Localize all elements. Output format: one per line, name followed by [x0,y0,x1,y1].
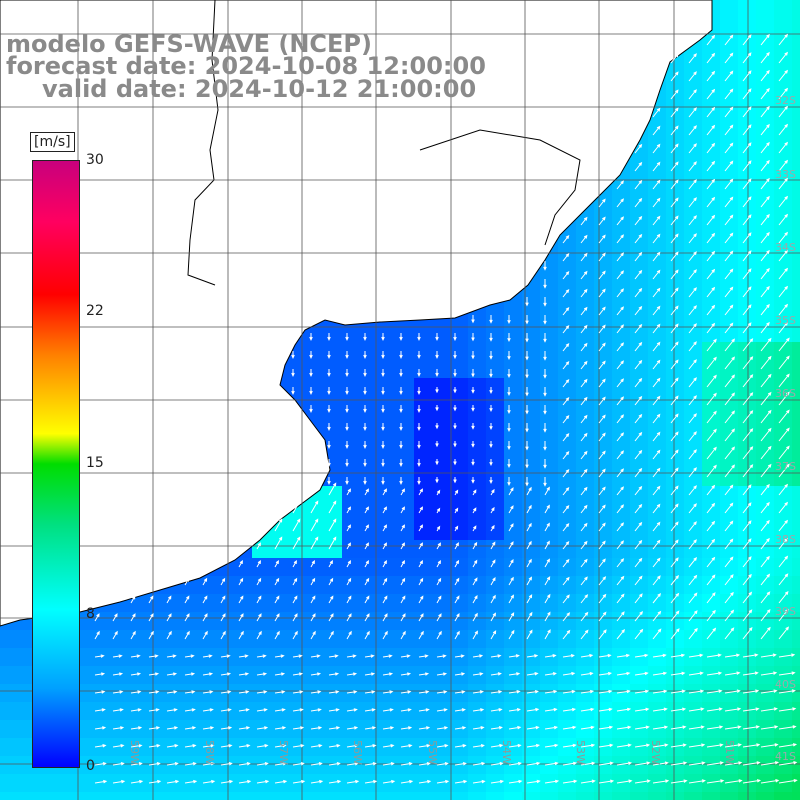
lon-label: 55W [426,740,439,765]
lat-label-40s: 40S [775,678,796,691]
colorbar-gradient [32,160,80,768]
wind-arrows [94,33,798,784]
lat-label-36s: 36S [775,387,796,400]
forecast-date: forecast date: 2024-10-08 12:00:00 [6,52,486,80]
colorbar-tick-0: 0 [86,758,95,774]
colorbar-tick-15: 15 [86,455,104,471]
land-mass [0,0,713,627]
lat-label-35s: 35S [775,314,796,327]
valid-date: valid date: 2024-10-12 21:00:00 [42,75,477,103]
colorbar-tick-30: 30 [86,152,104,168]
lon-label: 54W [500,740,513,765]
lon-label: 52W [649,740,662,765]
lat-label-34s: 34S [775,241,796,254]
colorbar-unit-label: [m/s] [30,132,75,152]
lon-label: 51W [723,740,736,765]
lon-label: 57W [277,740,290,765]
colorbar: [m/s] 30 22 15 8 0 [0,132,120,774]
model-title: modelo GEFS-WAVE (NCEP) [6,30,372,58]
lon-label: 53W [574,740,587,765]
lat-label-38s: 38S [775,533,796,546]
lat-label-37s: 37S [775,460,796,473]
colorbar-tick-22: 22 [86,303,104,319]
lat-label-32s: 32S [775,94,796,107]
lagoon-outline [419,129,581,246]
lon-label: 56W [351,740,364,765]
lat-label-39s: 39S [775,605,796,618]
lon-label: 59W [128,740,141,765]
lat-label-33s: 33S [775,168,796,181]
lon-label: 58W [203,740,216,765]
colorbar-tick-8: 8 [86,606,95,622]
lat-label-41s: 41S [775,750,796,763]
